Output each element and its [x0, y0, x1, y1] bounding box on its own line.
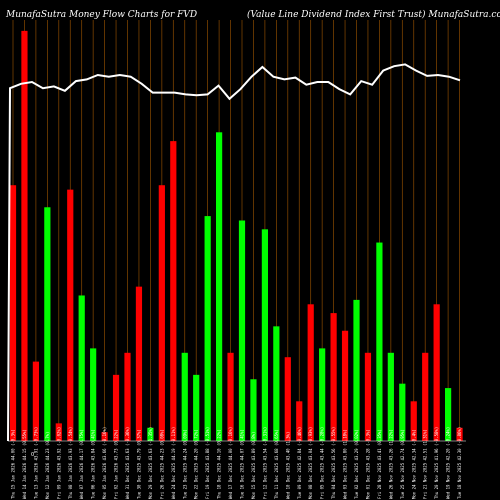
money-flow-bar — [147, 427, 154, 441]
x-tick-label: Wed 17 Dec 2025 44.00 (-0.16%) — [228, 427, 233, 499]
money-flow-bar — [261, 229, 268, 441]
x-tick-label: Tue 18 Nov 2025 42.30 (-0.86%) — [457, 427, 462, 499]
money-flow-bar — [307, 304, 314, 441]
money-flow-bar — [67, 189, 74, 441]
money-flow-bar — [273, 326, 280, 441]
money-flow-bar — [341, 330, 349, 441]
x-tick-label: Mon 12 Jan 2026 44.23 (0.7%) — [45, 432, 50, 499]
x-tick-label: Mon 05 Jan 2026 43.66 (-0.16%) — [102, 427, 107, 499]
x-tick-label: Fri 12 Dec 2025 43.54 (-0.31%) — [262, 427, 267, 499]
x-tick-label: Mon 22 Dec 2025 44.20 (0.72%) — [194, 429, 199, 499]
x-tick-label: Tue 02 Dec 2025 43.29 (0.02%) — [354, 429, 359, 499]
x-tick-label: Wed 19 Nov 2025 42.20 (-0.24%) — [446, 427, 451, 499]
money-flow-bar — [135, 286, 143, 441]
x-tick-label: Fri 28 Nov 2025 43.41 (0.35%) — [377, 429, 382, 499]
money-flow-bar — [78, 295, 85, 441]
x-tick-label: Fri 02 Jan 2026 43.73 (0.22%) — [114, 429, 119, 499]
money-flow-bar — [399, 383, 406, 441]
money-flow-bar — [101, 432, 108, 441]
money-flow-bar — [204, 216, 211, 441]
x-tick-label: Fri 09 Jan 2026 43.92 (-0.02%) — [56, 427, 61, 499]
money-flow-bar — [44, 207, 51, 441]
money-flow-bars — [9, 30, 463, 442]
x-tick-label: Fri 05 Dec 2025 43.44 (-0.28%) — [320, 427, 325, 499]
money-flow-bar — [387, 352, 394, 441]
money-flow-bar — [158, 185, 165, 441]
x-tick-label: Thu 18 Dec 2025 44.10 (0.22%) — [217, 429, 222, 499]
x-tick-label: Fri 21 Nov 2025 42.51 (1.31%) — [423, 429, 428, 499]
x-tick-label: Wed 26 Nov 2025 43.26 (1.22%) — [388, 429, 393, 499]
money-flow-bar — [364, 352, 372, 441]
money-flow-bar — [170, 141, 177, 441]
money-flow-bar — [319, 348, 326, 441]
x-tick-label: Tue 23 Dec 2025 44.24 (0.09%) — [182, 429, 187, 499]
y-zero-label: 0 — [31, 452, 34, 458]
x-tick-label: Wed 03 Dec 2025 43.80 (1.18%) — [343, 429, 348, 499]
x-tick-label: Wed 24 Dec 2025 44.19 (-0.11%) — [171, 427, 176, 499]
money-flow-bar — [21, 30, 28, 442]
money-flow-bar — [193, 374, 200, 441]
x-tick-label: Thu 11 Dec 2025 43.68 (0.65%) — [274, 429, 279, 499]
money-flow-bar — [353, 299, 360, 441]
money-flow-bar — [238, 220, 246, 441]
x-tick-label: Thu 20 Nov 2025 41.96 (-0.58%) — [434, 427, 439, 499]
x-tick-label: Mon 29 Dec 2025 43.63 (-1.35%) — [148, 427, 153, 499]
money-flow-bar — [124, 352, 131, 441]
x-tick-label: Tue 25 Nov 2025 42.74 (0.95%) — [400, 429, 405, 499]
x-tick-label: Mon 15 Dec 2025 43.89 (0.8%) — [251, 432, 256, 499]
money-flow-bar — [422, 352, 429, 441]
money-flow-bar — [227, 352, 234, 441]
x-tick-label: Tue 16 Dec 2025 44.07 (0.41%) — [240, 429, 245, 499]
x-tick-label: Fri 26 Dec 2025 44.23 (0.08%) — [159, 429, 164, 499]
x-tick-label: Fri 19 Dec 2025 43.88 (-0.51%) — [205, 427, 210, 499]
money-flow-bar — [32, 361, 39, 441]
money-flow-bar — [250, 379, 257, 441]
x-tick-label: Tue 06 Jan 2026 43.84 (0.41%) — [91, 429, 96, 499]
money-flow-bar — [90, 348, 97, 441]
x-tick-label: Wed 07 Jan 2026 44.17 (0.75%) — [79, 429, 84, 499]
x-tick-label: Thu 15 Jan 2026 44.00 (-0.3%) — [11, 429, 16, 499]
money-flow-bar — [216, 132, 223, 442]
money-flow-bar — [181, 352, 188, 441]
chart-subtitle: (Value Line Dividend Index First Trust) … — [247, 9, 500, 20]
x-tick-label: Mon 08 Dec 2025 43.04 (-0.93%) — [308, 427, 313, 499]
x-tick-label: Thu 08 Jan 2026 43.93 (-0.54%) — [68, 427, 73, 499]
price-line — [7, 63, 461, 442]
money-flow-bar — [9, 185, 17, 441]
x-tick-label: Tue 09 Dec 2025 42.84 (-0.46%) — [297, 427, 302, 499]
chart-title: MunafaSutra Money Flow Charts for FVD — [5, 10, 197, 20]
money-flow-bar — [433, 304, 440, 441]
money-flow-bar — [55, 423, 62, 441]
x-tick-label: Thu 04 Dec 2025 43.56 (-0.55%) — [331, 427, 336, 499]
x-tick-label: Wed 10 Dec 2025 43.40 (1.3%) — [285, 432, 290, 499]
x-tick-label: Wed 31 Dec 2025 43.63 (-0.36%) — [125, 427, 130, 499]
money-flow-bar — [456, 427, 463, 441]
x-tick-label: Mon 24 Nov 2025 42.34 (-0.4%) — [411, 429, 416, 499]
x-tick-label: Wed 14 Jan 2026 44.15 (0.55%) — [22, 429, 27, 499]
money-flow-bar — [296, 401, 303, 441]
x-tick-label: Mon 01 Dec 2025 43.28 (-0.3%) — [365, 429, 370, 499]
money-flow-bar — [445, 388, 452, 441]
x-axis-ticks: Thu 15 Jan 2026 44.00 (-0.3%) Wed 14 Jan … — [11, 427, 463, 499]
x-tick-label: Tue 13 Jan 2026 43.91 (-0.73%) — [33, 427, 38, 499]
money-flow-bar — [410, 401, 417, 441]
x-tick-label: Tue 30 Dec 2025 43.79 (0.37%) — [136, 429, 141, 499]
money-flow-bar — [112, 374, 120, 441]
money-flow-bar — [284, 357, 291, 441]
money-flow-bar — [330, 313, 337, 441]
money-flow-bar — [376, 242, 383, 441]
